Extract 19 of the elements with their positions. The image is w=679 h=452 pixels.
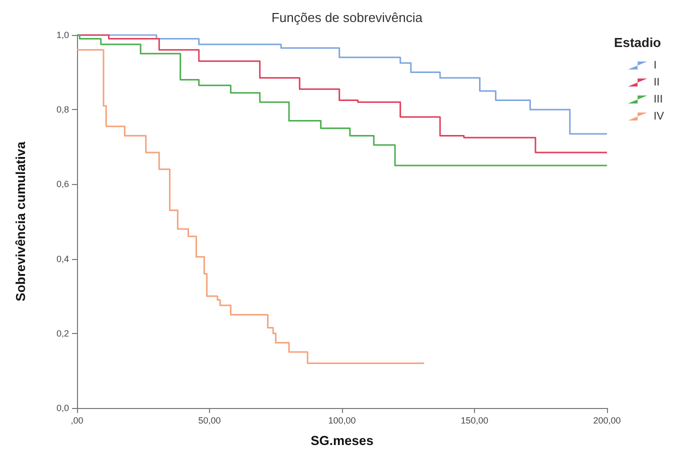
x-tick-label: ,00 [70,416,84,426]
chart-title: Funções de sobrevivência [271,10,424,25]
x-axis-title: SG.meses [310,433,374,448]
x-tick-label: 50,00 [198,416,221,426]
x-tick-label: 100,00 [328,416,356,426]
text: I [654,60,657,72]
text: IV [654,110,665,122]
x-tick-label: 150,00 [460,416,488,426]
y-tick-label: 1,0 [56,30,69,40]
y-tick-label: 0,8 [56,104,69,115]
text: III [654,94,663,106]
legend-title: Estadio [614,35,662,50]
y-tick-label: 0,6 [56,179,69,190]
x-tick-label: 200,00 [593,416,621,426]
y-tick-label: 0,2 [56,328,69,338]
y-axis-title: Sobrevivência cumulativa [13,140,28,302]
y-tick-label: 0,0 [56,403,69,413]
y-tick-label: 0,4 [56,254,69,264]
text: II [654,76,660,88]
